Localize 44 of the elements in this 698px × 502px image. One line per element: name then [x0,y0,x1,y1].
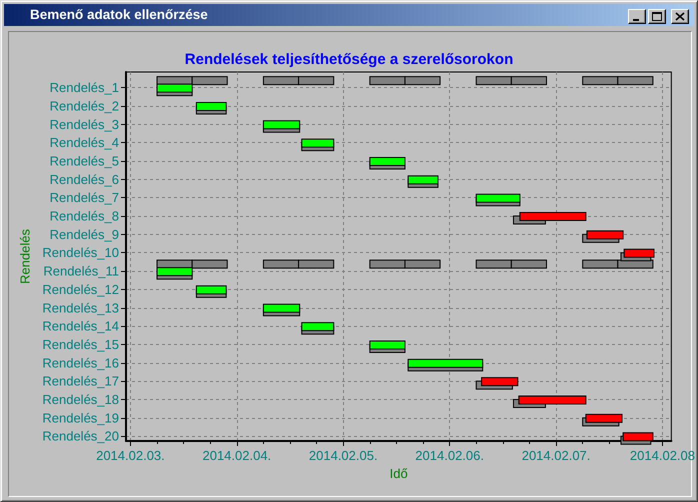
y-tick-label: Rendelés_20 [42,428,119,444]
y-tick-label: Rendelés_11 [43,264,119,279]
bar [369,156,406,166]
x-tick-label: 2014.02.07. [522,448,590,463]
y-tick-label: Rendelés_18 [42,392,119,408]
y-tick-label: Rendelés_9 [50,226,119,242]
y-tick-label: Rendelés_6 [50,172,119,187]
bar [301,138,334,148]
y-tick-label: Rendelés_8 [50,208,119,224]
x-axis-title: Idő [390,466,408,481]
bar [476,194,520,203]
y-tick-label: Rendelés_16 [42,355,119,370]
bar [196,285,227,294]
bar [262,304,300,313]
y-tick-label: Rendelés_15 [42,336,119,352]
y-tick-label: Rendelés_1 [50,80,119,96]
bar [301,322,334,332]
bar [369,340,406,350]
bar [408,175,438,184]
x-tick-label: 2014.02.06. [415,448,484,463]
chart-title: Rendelések teljesíthetősége a szerelősorokon [184,51,514,68]
bar [408,358,484,368]
x-tick-label: 2014.02.08 [630,448,696,463]
y-tick-label: Rendelés_3 [50,116,119,132]
bar [585,414,623,423]
bar [196,102,227,111]
x-tick-label: 2014.02.03. [96,448,165,463]
y-tick-label: Rendelés_13 [42,300,119,316]
y-tick-label: Rendelés_12 [42,282,119,297]
y-axis-title: Rendelés [17,228,32,284]
x-tick-label: 2014.02.04. [202,448,272,463]
y-tick-label: Rendelés_17 [42,374,119,389]
bar [624,248,654,258]
y-tick-label: Rendelés_4 [50,135,119,150]
title-bar: Bemenő adatok ellenőrzése [4,4,694,26]
y-tick-label: Rendelés_5 [50,153,119,168]
x-tick-label: 2014.02.05. [308,448,378,463]
y-tick-label: Rendelés_19 [42,410,119,426]
y-tick-label: Rendelés_10 [42,245,119,260]
bar [586,230,624,240]
y-tick-label: Rendelés_2 [50,98,119,114]
bar [262,120,300,130]
y-tick-label: Rendelés_7 [50,190,119,206]
y-tick-label: Rendelés_14 [42,318,119,334]
